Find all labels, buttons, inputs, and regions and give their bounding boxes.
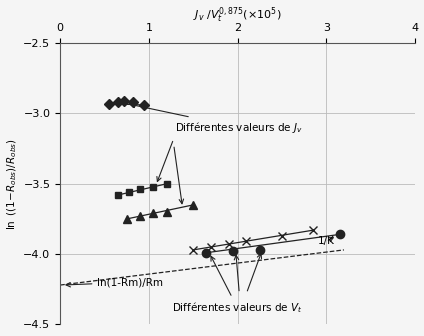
Text: Différentes valeurs de $V_t$: Différentes valeurs de $V_t$ bbox=[172, 256, 303, 315]
Text: 1/K: 1/K bbox=[317, 237, 334, 247]
X-axis label: $J_v\ /V_t^{0,875}(\times 10^5)$: $J_v\ /V_t^{0,875}(\times 10^5)$ bbox=[193, 6, 282, 26]
Text: Différentes valeurs de $J_v$: Différentes valeurs de $J_v$ bbox=[131, 103, 304, 135]
Y-axis label: $\ln\ ((1\!-\!R_{obs})/R_{obs})$: $\ln\ ((1\!-\!R_{obs})/R_{obs})$ bbox=[6, 138, 19, 230]
Text: ln(1-Rm)/Rm: ln(1-Rm)/Rm bbox=[66, 277, 163, 287]
